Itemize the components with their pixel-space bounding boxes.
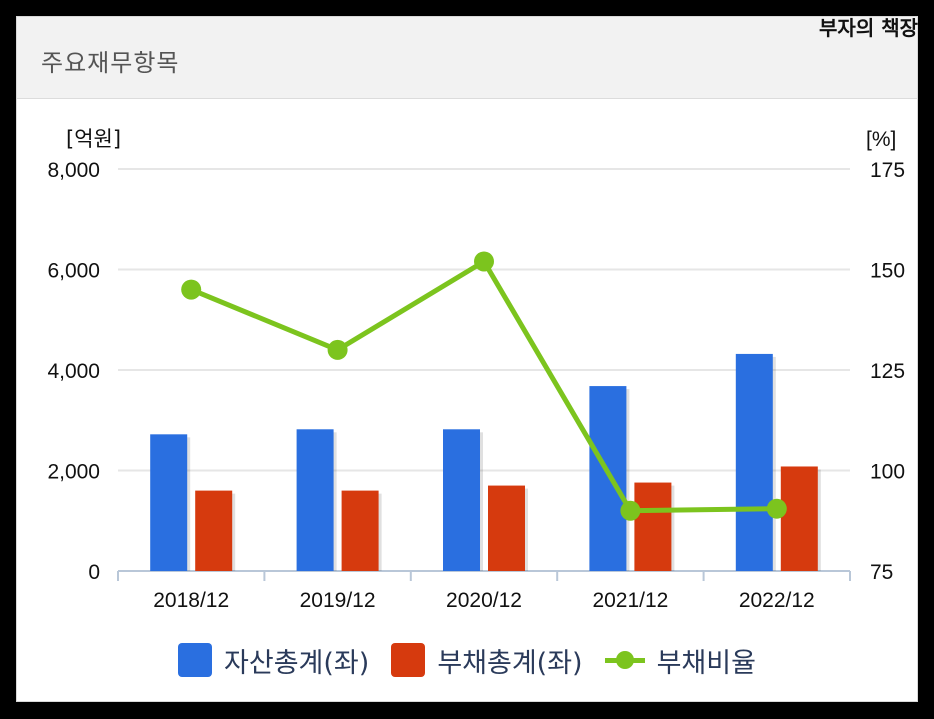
ratio-point: [181, 279, 202, 300]
x-tick-label: 2021/12: [592, 589, 668, 612]
ratio-point: [620, 500, 641, 521]
left-tick-label: 6,000: [47, 260, 100, 283]
right-tick-label: 150: [870, 260, 905, 283]
legend-swatch-assets: [178, 643, 213, 677]
legend-label-assets: 자산총계(좌): [224, 647, 370, 679]
bar-assets: [443, 429, 480, 571]
right-tick-label: 100: [870, 461, 905, 484]
legend-swatch-liabilities: [391, 643, 426, 677]
panel-header: 주요재무항목: [17, 17, 917, 99]
bar-assets: [735, 353, 773, 571]
bar-assets: [296, 429, 334, 571]
right-tick-label: 125: [870, 360, 905, 383]
ratio-point: [327, 339, 348, 360]
left-tick-label: 4,000: [47, 360, 100, 383]
bar-assets: [150, 434, 188, 571]
x-tick-label: 2019/12: [300, 589, 376, 612]
legend-item-assets[interactable]: 자산총계(좌): [178, 641, 369, 680]
bar-liabilities: [780, 466, 818, 571]
right-tick-label: 175: [870, 159, 905, 182]
x-tick-label: 2018/12: [153, 589, 229, 612]
left-axis-unit: [억원]: [66, 127, 121, 151]
right-axis-unit: [%]: [866, 128, 896, 151]
legend-label-ratio: 부채비율: [656, 647, 756, 679]
x-tick-label: 2022/12: [739, 589, 815, 612]
chart-legend: 자산총계(좌) 부채총계(좌) 부채비율: [0, 640, 934, 680]
left-tick-label: 8,000: [47, 159, 100, 182]
legend-item-liabilities[interactable]: 부채총계(좌): [391, 641, 583, 680]
legend-swatch-ratio: [604, 643, 645, 677]
bar-liabilities: [488, 485, 525, 571]
panel-title: 주요재무항목: [41, 49, 180, 77]
legend-label-liabilities: 부채총계(좌): [437, 647, 583, 679]
right-tick-label: 75: [870, 561, 893, 584]
x-tick-label: 2020/12: [446, 589, 522, 612]
bar-liabilities: [634, 482, 672, 571]
bar-liabilities: [341, 490, 379, 571]
corner-label: 부자의 책장: [819, 16, 918, 40]
legend-item-ratio[interactable]: 부채비율: [604, 641, 756, 680]
ratio-line: [190, 258, 777, 514]
bar-assets: [589, 386, 627, 571]
bar-liabilities: [195, 490, 233, 571]
left-tick-label: 0: [88, 561, 100, 584]
left-tick-label: 2,000: [47, 461, 100, 484]
ratio-point: [474, 251, 494, 272]
ratio-point: [766, 498, 787, 519]
